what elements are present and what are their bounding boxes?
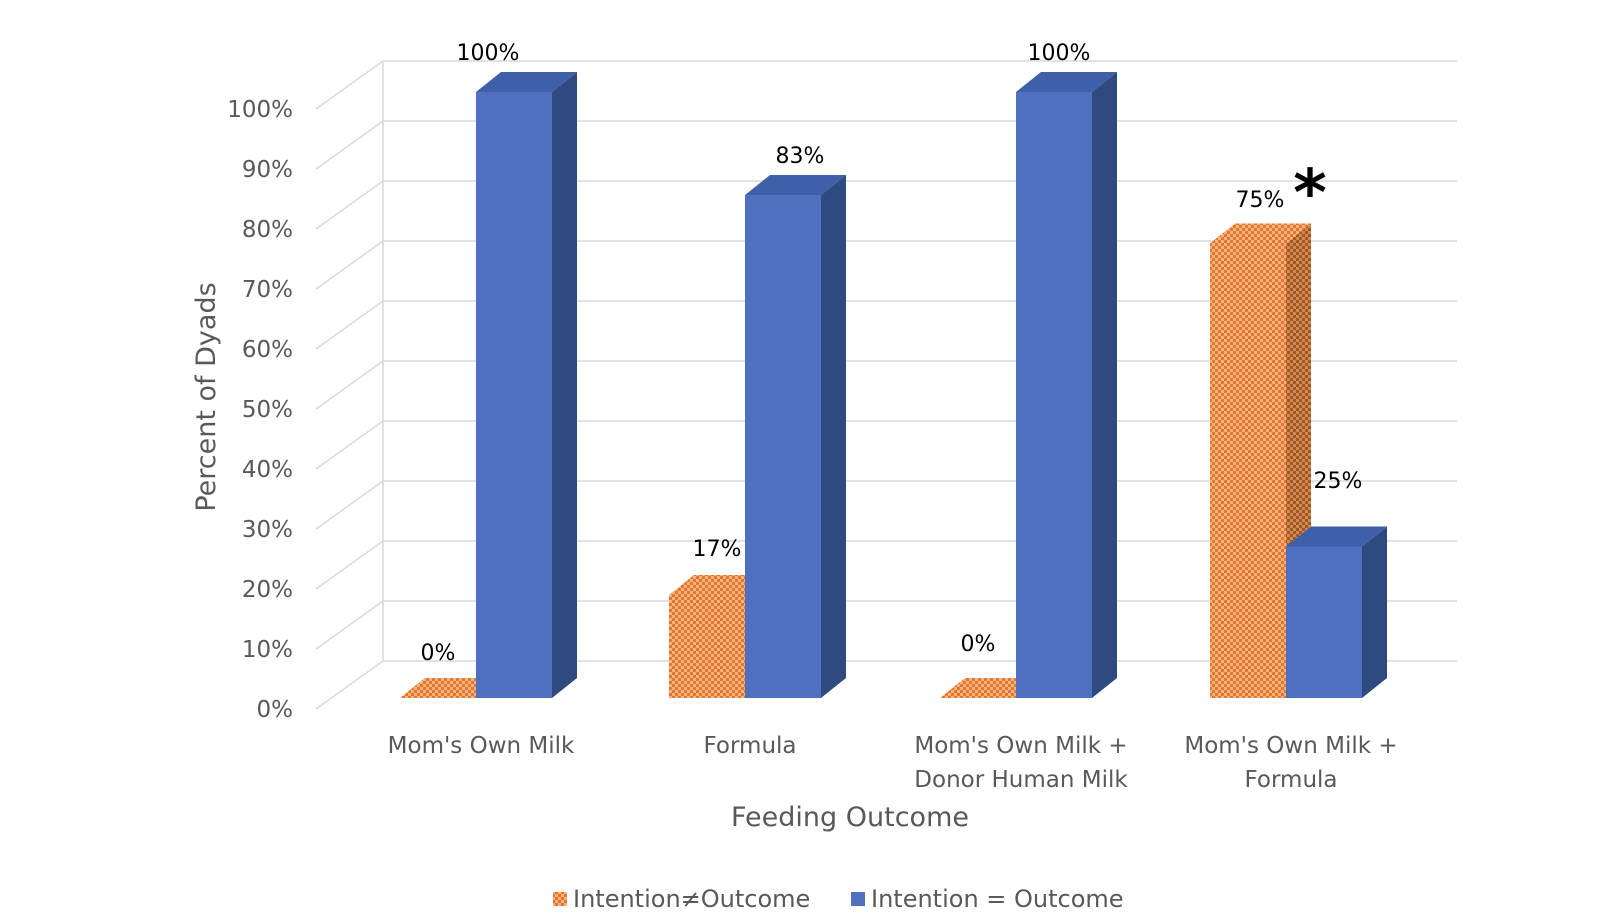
y-tick-label: 50% — [242, 397, 293, 423]
gridline-diagonal — [315, 540, 384, 590]
category-label: Mom's Own Milk + — [914, 733, 1127, 759]
significance-asterisk: * — [1293, 157, 1326, 231]
bar-top — [476, 72, 577, 92]
y-tick-label: 100% — [227, 97, 293, 123]
legend-swatch — [553, 892, 567, 906]
bar-top — [1016, 72, 1117, 92]
bar-top — [940, 678, 1041, 698]
data-label: 100% — [1028, 41, 1091, 66]
legend: Intention≠Outcome Intention = Outcome — [553, 885, 1124, 913]
bar-side — [1362, 526, 1387, 698]
y-axis-ticks: 0% 10% 20% 30% 40% 50% 60% 70% 80% 90% 100% — [227, 97, 293, 723]
bar-top — [1286, 526, 1387, 547]
y-tick-label: 30% — [242, 517, 293, 543]
bar-intention-equals-outcome-0 — [476, 72, 577, 698]
bar-front — [1016, 92, 1092, 698]
data-label: 75% — [1236, 188, 1285, 213]
bar-front — [1286, 546, 1362, 698]
category-label: Mom's Own Milk + — [1184, 733, 1397, 759]
gridline-diagonal — [315, 60, 384, 110]
bar-top — [669, 574, 770, 595]
category-label: Formula — [704, 733, 797, 759]
y-tick-label: 80% — [242, 217, 293, 243]
category-label: Mom's Own Milk — [388, 733, 575, 759]
gridline-diagonal — [315, 600, 384, 650]
bar-intention-not-outcome-0 — [400, 678, 501, 698]
category-labels: Mom's Own Milk Formula Mom's Own Milk + Don… — [388, 733, 1398, 793]
data-label: 83% — [776, 144, 825, 169]
gridline-diagonal — [315, 360, 384, 410]
x-axis-title: Feeding Outcome — [731, 802, 969, 833]
legend-label: Intention = Outcome — [871, 885, 1124, 913]
data-label: 0% — [961, 632, 996, 657]
data-label: 25% — [1314, 469, 1363, 494]
bar-intention-not-outcome-3 — [1210, 223, 1311, 698]
y-tick-label: 10% — [242, 637, 293, 663]
bar-intention-equals-outcome-3 — [1286, 526, 1387, 698]
bars — [400, 72, 1387, 698]
data-label: 17% — [693, 537, 742, 562]
bar-front — [669, 594, 745, 698]
gridline-diagonal — [315, 480, 384, 530]
data-label: 100% — [457, 41, 520, 66]
category-label: Formula — [1245, 767, 1338, 793]
data-label: 0% — [421, 641, 456, 666]
bar-front — [476, 92, 552, 698]
bar-front — [745, 195, 821, 698]
gridline-diagonal — [315, 660, 384, 710]
bar-top — [400, 678, 501, 698]
bar-front — [1210, 243, 1286, 698]
data-labels: 0% 100% 17% 83% 0% 100% 75% 25% — [421, 41, 1363, 666]
gridline-diagonal — [315, 240, 384, 290]
y-tick-label: 60% — [242, 337, 293, 363]
y-tick-label: 0% — [257, 697, 294, 723]
gridline-diagonal — [315, 420, 384, 470]
bar-intention-equals-outcome-2 — [1016, 72, 1117, 698]
category-label: Donor Human Milk — [914, 767, 1128, 793]
bar-side — [1092, 72, 1117, 698]
bar-top — [745, 175, 846, 196]
y-tick-label: 40% — [242, 457, 293, 483]
legend-item: Intention≠Outcome — [553, 885, 810, 913]
bar-intention-not-outcome-2 — [940, 678, 1041, 698]
gridline-diagonal — [315, 300, 384, 350]
bar-side — [552, 72, 577, 698]
bar-intention-equals-outcome-1 — [745, 175, 846, 698]
y-tick-label: 70% — [242, 277, 293, 303]
y-tick-label: 20% — [242, 577, 293, 603]
legend-label: Intention≠Outcome — [573, 885, 810, 913]
legend-swatch — [851, 892, 865, 906]
legend-item: Intention = Outcome — [851, 885, 1124, 913]
gridline-diagonal — [315, 120, 384, 170]
y-tick-label: 90% — [242, 157, 293, 183]
y-axis-title: Percent of Dyads — [191, 282, 222, 511]
bar-top — [1210, 223, 1311, 244]
gridline-diagonal — [315, 180, 384, 230]
bar-side — [821, 175, 846, 698]
